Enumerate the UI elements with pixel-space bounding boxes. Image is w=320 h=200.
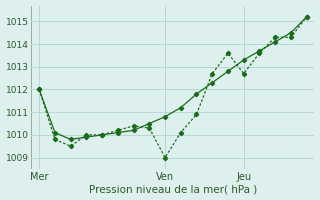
- X-axis label: Pression niveau de la mer( hPa ): Pression niveau de la mer( hPa ): [89, 184, 257, 194]
